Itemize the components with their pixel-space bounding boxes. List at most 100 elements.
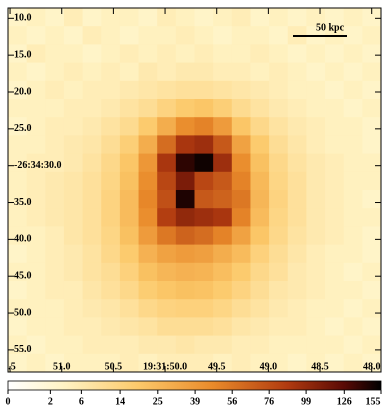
pixel — [306, 299, 326, 318]
pixel — [250, 244, 270, 264]
pixel — [343, 190, 363, 209]
pixel — [63, 135, 83, 154]
pixel — [287, 226, 307, 245]
pixel — [157, 171, 177, 191]
pixel — [250, 281, 270, 300]
pixel — [213, 99, 233, 118]
pixel — [325, 99, 345, 118]
pixel — [343, 353, 363, 373]
pixel — [45, 99, 65, 118]
pixel — [343, 262, 363, 282]
pixel — [325, 226, 345, 245]
pixel — [138, 62, 158, 82]
x-tick-label: 48.0 — [363, 361, 381, 372]
pixel — [213, 281, 233, 300]
pixel — [325, 153, 345, 173]
pixel — [269, 44, 289, 63]
pixel — [82, 80, 102, 100]
pixel — [269, 8, 289, 27]
pixel — [175, 80, 195, 100]
pixel — [194, 226, 214, 245]
pixel — [194, 80, 214, 100]
pixel — [231, 335, 251, 355]
pixel — [325, 281, 345, 300]
x-tick-label: 19:31:50.0 — [143, 361, 187, 372]
pixel — [231, 281, 251, 300]
pixel — [119, 281, 139, 300]
pixel — [63, 8, 83, 27]
pixel — [306, 244, 326, 264]
pixel — [325, 117, 345, 136]
pixel — [82, 117, 102, 136]
pixel — [175, 26, 195, 45]
pixel — [63, 171, 83, 191]
pixel — [26, 26, 46, 45]
pixel — [343, 117, 363, 136]
pixel — [119, 171, 139, 191]
pixel — [26, 226, 46, 245]
pixel — [26, 117, 46, 136]
pixel — [231, 299, 251, 318]
pixel — [250, 353, 270, 373]
pixel — [213, 226, 233, 245]
pixel — [194, 153, 214, 173]
pixel — [101, 208, 121, 227]
pixel — [138, 299, 158, 318]
pixel — [231, 80, 251, 100]
x-tick-label: 51.0 — [53, 361, 71, 372]
pixel — [325, 44, 345, 63]
pixel — [343, 8, 363, 27]
pixel — [269, 153, 289, 173]
pixel — [306, 44, 326, 63]
pixel — [175, 262, 195, 282]
pixel — [325, 335, 345, 355]
pixel — [325, 244, 345, 264]
pixel — [287, 44, 307, 63]
pixel — [119, 208, 139, 227]
pixel — [138, 335, 158, 355]
pixel — [287, 190, 307, 209]
pixel — [82, 335, 102, 355]
pixel — [269, 244, 289, 264]
pixel — [213, 244, 233, 264]
pixel — [8, 117, 28, 136]
pixel — [101, 262, 121, 282]
pixel — [63, 299, 83, 318]
pixel — [101, 99, 121, 118]
pixel — [343, 62, 363, 82]
pixel — [287, 99, 307, 118]
pixel — [231, 208, 251, 227]
colorbar-tick-label: 76 — [264, 396, 274, 407]
pixel — [138, 226, 158, 245]
pixel — [26, 244, 46, 264]
pixel — [231, 26, 251, 45]
pixel — [8, 8, 28, 27]
pixel — [325, 299, 345, 318]
pixel — [269, 208, 289, 227]
pixel — [175, 153, 195, 173]
pixel — [138, 99, 158, 118]
pixel — [157, 62, 177, 82]
pixel — [362, 117, 382, 136]
pixel — [63, 190, 83, 209]
pixel — [138, 281, 158, 300]
pixel — [138, 171, 158, 191]
pixel — [194, 26, 214, 45]
pixel — [82, 244, 102, 264]
pixel — [101, 8, 121, 27]
pixel — [306, 281, 326, 300]
pixel — [101, 135, 121, 154]
pixel — [269, 80, 289, 100]
pixel — [306, 208, 326, 227]
pixel — [101, 117, 121, 136]
pixel — [63, 26, 83, 45]
pixel — [213, 44, 233, 63]
pixel — [157, 226, 177, 245]
pixel — [82, 226, 102, 245]
pixel — [157, 80, 177, 100]
pixel — [343, 317, 363, 336]
pixel — [287, 262, 307, 282]
pixel — [250, 117, 270, 136]
pixel — [26, 80, 46, 100]
pixel — [157, 135, 177, 154]
